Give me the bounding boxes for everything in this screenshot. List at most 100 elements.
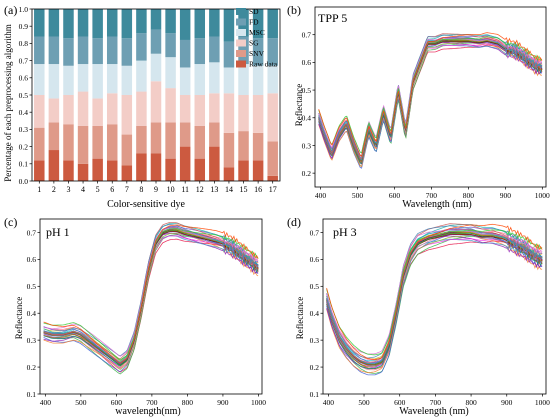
spectrum-line <box>43 227 259 357</box>
x-tick-label: 600 <box>111 398 123 407</box>
spectrum-line <box>43 224 259 364</box>
spectrum-line <box>326 238 543 367</box>
x-tick-label: 1000 <box>251 398 266 407</box>
y-tick-label: 0.3 <box>27 336 37 345</box>
x-tick-label: 14 <box>225 185 233 194</box>
panel-b-plot: 400 500 600 700 800 900 1000 0.2 0.3 0.4 0.5 0.6 0.7 <box>302 6 550 200</box>
bar-segment <box>165 122 176 159</box>
spectrum-line <box>43 230 259 368</box>
bar-segment <box>48 64 60 99</box>
x-tick-label: 3 <box>66 185 70 194</box>
bar-segment <box>223 41 235 68</box>
bar-segment <box>267 65 278 94</box>
panel-d-y-axis-label: Reflectance <box>295 297 305 339</box>
bar-segment <box>194 158 206 181</box>
x-tick-label: 10 <box>167 185 175 194</box>
bar-segment <box>34 64 45 95</box>
spectrum-line <box>326 234 543 369</box>
spectrum-line <box>326 234 543 366</box>
bar-segment <box>150 153 162 181</box>
spectrum-line <box>326 231 543 364</box>
plot-frame <box>39 218 263 395</box>
bar-segment <box>34 95 45 128</box>
bar-segment <box>106 36 118 65</box>
panel-a: (a) Percentage of each preprocessing alg… <box>3 3 281 210</box>
legend-entry: Raw data <box>249 60 278 69</box>
x-tick-label: 11 <box>181 185 189 194</box>
y-tick-label: 0.4 <box>19 108 29 117</box>
bar-segment <box>179 95 191 123</box>
bar-segment <box>252 132 264 161</box>
x-tick-label: 7 <box>125 185 129 194</box>
panel-c-y-axis-label: Reflectance <box>14 297 24 339</box>
y-tick-label: 0.3 <box>310 336 320 345</box>
bar-segment <box>150 9 162 30</box>
bar-segment <box>267 9 278 39</box>
panel-a-label: (a) <box>4 3 17 17</box>
spectrum-line <box>326 232 543 365</box>
spectrum-line <box>326 223 543 361</box>
spectrum-line <box>318 40 542 169</box>
y-tick-label: 0.1 <box>19 160 29 169</box>
y-tick-label: 0.0 <box>19 177 29 186</box>
bar-segment <box>92 9 103 39</box>
bar-segment <box>106 93 118 125</box>
legend-swatch <box>236 29 246 36</box>
bar-segment <box>209 9 220 37</box>
panel-c-x-axis-label: wavelength(nm) <box>115 406 181 417</box>
x-tick-label: 900 <box>217 398 229 407</box>
y-tick-label: 0.1 <box>27 390 37 399</box>
spectra-lines <box>43 222 259 375</box>
bar-segment <box>136 9 147 34</box>
panel-d-label: (d) <box>287 215 301 229</box>
x-tick-label: 16 <box>254 185 262 194</box>
spectrum-line <box>326 229 543 356</box>
bar-segment <box>194 64 206 95</box>
bar-segment <box>92 98 103 126</box>
bar-segment <box>63 160 74 181</box>
panel-a-axes: 1 2 3 4 5 6 7 8 9 10 11 12 13 14 15 16 170.00.10.20.30.4… <box>19 5 281 194</box>
bar-segment <box>150 122 162 154</box>
y-tick-label: 0.2 <box>19 142 29 151</box>
spectrum-line <box>326 230 543 361</box>
bar-segment <box>48 150 60 181</box>
bar-segment <box>267 93 278 142</box>
bar-segment <box>136 60 147 92</box>
spectrum-line <box>318 36 543 154</box>
spectrum-line <box>318 40 543 165</box>
bar-segment <box>106 160 118 181</box>
x-tick-label: 700 <box>430 398 442 407</box>
bar-segment <box>179 9 191 40</box>
bar-segment <box>121 65 133 95</box>
x-tick-label: 800 <box>182 398 194 407</box>
spectrum-line <box>326 229 543 362</box>
spectrum-line <box>326 232 543 366</box>
y-tick-label: 0.7 <box>302 30 312 39</box>
bar-segment <box>34 9 45 37</box>
spectrum-line <box>326 225 543 359</box>
panel-b-y-axis-label: Reflectance <box>294 84 304 126</box>
panel-d-plot: 400 500 600 700 800 900 1000 0.1 0.2 0.3 0.4 0.5 0.6… <box>310 218 550 407</box>
x-tick-label: 1 <box>37 185 41 194</box>
bar-segment <box>48 122 60 151</box>
y-tick-label: 0.4 <box>27 309 37 318</box>
legend-swatch <box>236 60 246 68</box>
y-tick-label: 0.6 <box>302 58 312 67</box>
bar-segment <box>267 175 278 181</box>
bar-segment <box>179 67 191 95</box>
panel-b-x-axis-label: Wavelength (nm) <box>402 199 471 210</box>
bar-segment <box>194 9 206 39</box>
bar-segment <box>106 64 118 94</box>
legend-entry: MSC <box>249 28 265 37</box>
spectrum-line <box>326 233 543 374</box>
panel-a-y-axis-label: Percentage of each preprocessing algorit… <box>3 24 13 181</box>
bar-segment <box>165 33 176 58</box>
spectrum-line <box>326 229 543 365</box>
panel-b-label: (b) <box>287 3 301 17</box>
x-tick-label: 900 <box>501 398 513 407</box>
y-tick-label: 0.3 <box>302 141 312 150</box>
x-tick-label: 400 <box>323 398 335 407</box>
bar-segment <box>238 131 249 161</box>
legend-swatch <box>236 18 246 26</box>
bar-segment <box>209 36 220 63</box>
